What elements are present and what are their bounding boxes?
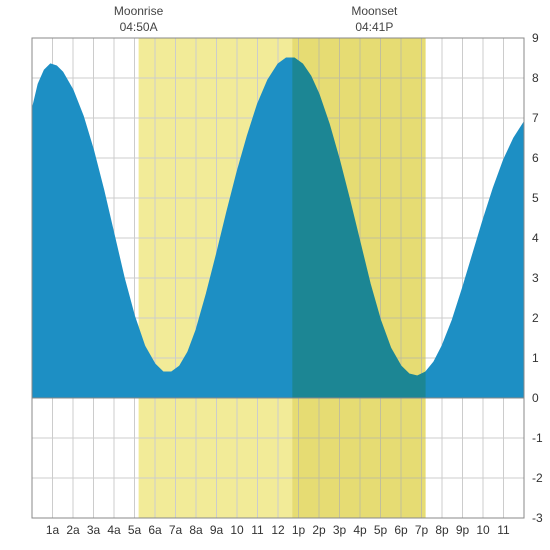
x-axis-labels: 1a 2a 3a 4a 5a 6a 7a 8a 9a 10 11 12 1p 2p 3p 4p 5p 6p 7p 8p… [46, 523, 510, 537]
x-tick-label: 3a [87, 523, 101, 537]
x-tick-label: 6p [394, 523, 408, 537]
tide-chart-container: Moonrise 04:50A Moonset 04:41P 1a 2a 3a 4a 5… [0, 0, 550, 550]
x-tick-label: 3p [333, 523, 347, 537]
y-tick-label: 6 [532, 151, 539, 165]
y-tick-label: 8 [532, 71, 539, 85]
x-tick-label: 8p [435, 523, 449, 537]
y-axis-labels: -3 -2 -1 0 1 2 3 4 5 6 7 8 9 [532, 31, 543, 525]
y-tick-label: 9 [532, 31, 539, 45]
x-tick-label: 9p [456, 523, 470, 537]
x-tick-label: 8a [189, 523, 203, 537]
y-tick-label: -2 [532, 471, 543, 485]
x-tick-label: 2p [312, 523, 326, 537]
x-tick-label: 7a [169, 523, 183, 537]
x-tick-label: 10 [476, 523, 490, 537]
y-tick-label: 5 [532, 191, 539, 205]
shade-band [292, 38, 425, 518]
y-tick-label: 7 [532, 111, 539, 125]
moonrise-label: Moonrise [99, 4, 179, 20]
moonset-annotation: Moonset 04:41P [334, 4, 414, 35]
x-tick-label: 12 [271, 523, 285, 537]
y-tick-label: 2 [532, 311, 539, 325]
x-tick-label: 9a [210, 523, 224, 537]
y-tick-label: 3 [532, 271, 539, 285]
moonset-label: Moonset [334, 4, 414, 20]
x-tick-label: 4a [107, 523, 121, 537]
tide-chart-svg: 1a2a3a4a5a6a7a8a9a1011121p2p3p4p5p6p7p8p… [0, 0, 550, 550]
moonrise-annotation: Moonrise 04:50A [99, 4, 179, 35]
x-tick-label: 6a [148, 523, 162, 537]
x-tick-label: 10 [230, 523, 244, 537]
y-tick-label: 0 [532, 391, 539, 405]
x-tick-label: 4p [353, 523, 367, 537]
x-tick-label: 5p [374, 523, 388, 537]
x-tick-label: 1a [46, 523, 60, 537]
x-tick-label: 2a [66, 523, 80, 537]
moonset-time: 04:41P [334, 20, 414, 36]
x-tick-label: 1p [292, 523, 306, 537]
x-tick-label: 5a [128, 523, 142, 537]
y-tick-label: 1 [532, 351, 539, 365]
y-tick-label: 4 [532, 231, 539, 245]
x-tick-label: 7p [415, 523, 429, 537]
x-tick-label: 11 [251, 523, 264, 537]
x-tick-label: 11 [497, 523, 510, 537]
y-tick-label: -1 [532, 431, 543, 445]
y-tick-label: -3 [532, 511, 543, 525]
moonrise-time: 04:50A [99, 20, 179, 36]
